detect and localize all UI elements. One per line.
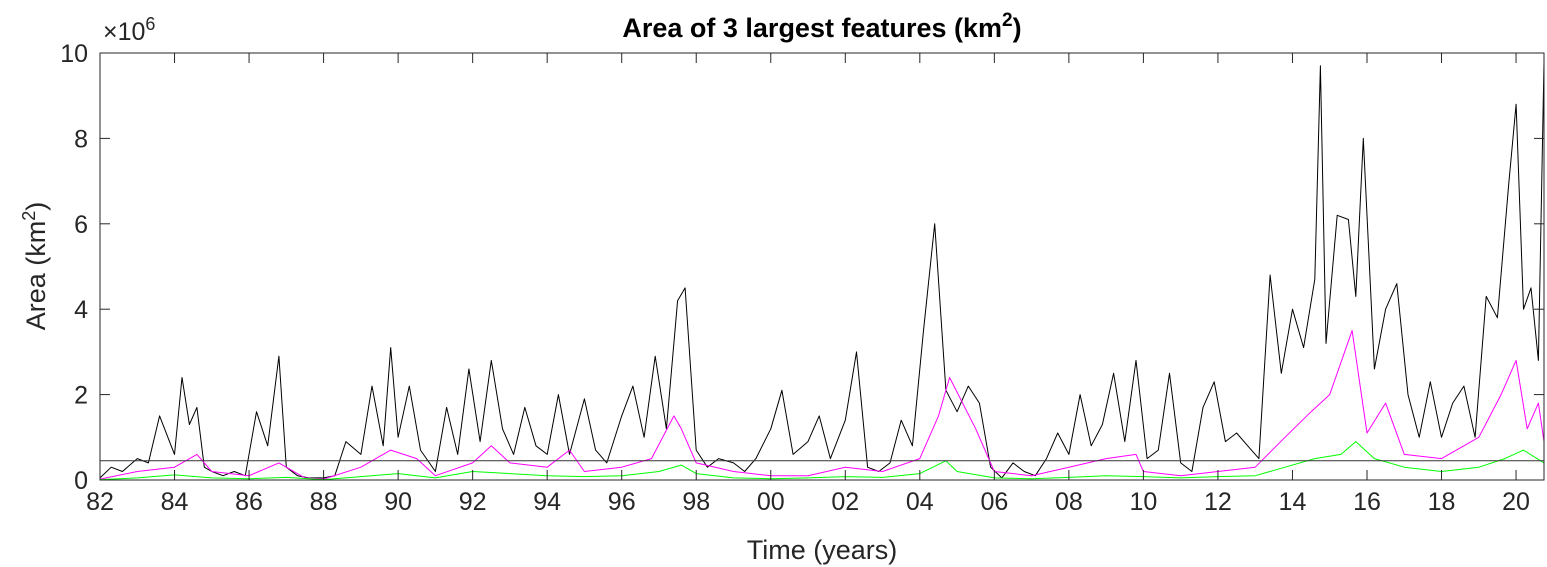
x-tick-label: 92 [459,488,487,516]
x-tick-label: 84 [161,488,189,516]
plot-frame [99,52,1545,481]
plot-background [100,53,1544,480]
x-tick-label: 18 [1428,488,1456,516]
x-axis-label: Time (years) [747,535,898,565]
y-axis-label-text: Area (km [21,221,51,331]
x-tick-label: 98 [682,488,710,516]
y-tick-label: 6 [74,211,88,239]
series-layer [99,61,1545,481]
x-tick-label: 90 [384,488,412,516]
y-axis-label: Area (km2) [19,202,51,331]
chart-title-text: Area of 3 largest features (km [622,13,1002,43]
series-2 [99,330,1545,480]
y-axis-label-suffix: ) [21,202,51,211]
y-tick-label: 4 [74,296,88,324]
y-axis-label-superscript: 2 [19,211,39,221]
series-2-line [99,330,1545,480]
y-tick-label: 0 [74,467,88,495]
x-tick-label: 12 [1204,488,1232,516]
x-tick-label: 96 [608,488,636,516]
x-tick-label: 04 [906,488,934,516]
x-tick-label: 14 [1279,488,1307,516]
series-3-line [99,441,1545,481]
x-tick-label: 82 [86,488,114,516]
x-tick-label: 94 [533,488,561,516]
x-tick-label: 08 [1055,488,1083,516]
x-tick-label: 00 [757,488,785,516]
y-exponent-label: ×106 [103,14,155,46]
x-tick-label: 86 [235,488,263,516]
x-tick-label: 20 [1502,488,1530,516]
tick-layer: 82 84 86 88 90 92 94 96 98 00 02 04 06 08 10 12 14 16 18 20… [60,40,1544,516]
chart-title: Area of 3 largest features (km2) [622,10,1021,43]
y-exponent-value: 6 [145,14,155,34]
series-3 [99,441,1545,481]
chart-title-superscript: 2 [1002,10,1013,31]
x-tick-label: 02 [831,488,859,516]
y-exponent-prefix: ×10 [103,18,145,46]
y-tick-label: 10 [60,40,88,68]
y-tick-label: 2 [74,382,88,410]
y-tick-label: 8 [74,125,88,153]
chart-title-suffix: ) [1013,13,1022,43]
x-tick-label: 88 [310,488,338,516]
x-tick-label: 16 [1353,488,1381,516]
x-tick-label: 06 [980,488,1008,516]
x-tick-label: 10 [1130,488,1158,516]
